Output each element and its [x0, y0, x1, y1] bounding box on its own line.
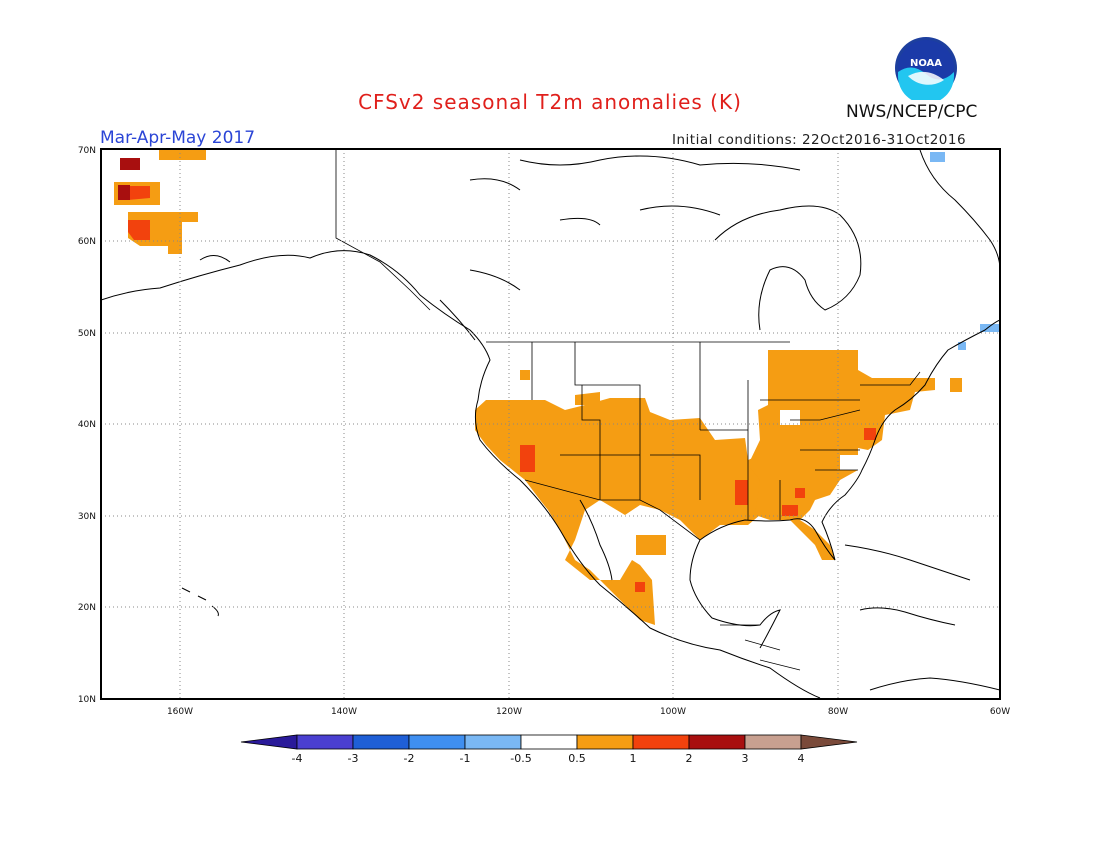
chart-title: CFSv2 seasonal T2m anomalies (K): [358, 90, 742, 114]
lat-label: 20N: [78, 603, 96, 613]
lon-label: 60W: [990, 707, 1010, 717]
colorbar-arrow-low: [240, 734, 298, 750]
lat-label: 10N: [78, 695, 96, 705]
colorbar-segment: [688, 734, 746, 750]
noaa-logo: NOAA: [895, 37, 957, 100]
lon-label: 80W: [828, 707, 848, 717]
colorbar-segment: [520, 734, 578, 750]
colorbar-tick-label: 4: [798, 752, 805, 765]
colorbar-tick-label: -4: [292, 752, 303, 765]
colorbar-tick-label: 3: [742, 752, 749, 765]
colorbar-segment: [464, 734, 522, 750]
lon-label: 120W: [496, 707, 522, 717]
latitude-labels: 10N 20N 30N 40N 50N 60N 70N: [78, 146, 96, 705]
colorbar-tick-label: -0.5: [510, 752, 531, 765]
season-label: Mar-Apr-May 2017: [100, 128, 256, 148]
colorbar-tick-label: -3: [348, 752, 359, 765]
agency-label: NWS/NCEP/CPC: [846, 102, 978, 122]
lat-label: 30N: [78, 512, 96, 522]
lon-label: 140W: [331, 707, 357, 717]
political-borders: [335, 150, 921, 671]
colorbar-segment: [632, 734, 690, 750]
colorbar: -4 -3 -2 -1 -0.5 0.5 1 2 3 4: [240, 734, 858, 765]
colorbar-tick-label: 1: [630, 752, 637, 765]
initial-conditions-label: Initial conditions: 22Oct2016-31Oct2016: [672, 132, 967, 148]
colorbar-segment: [408, 734, 466, 750]
colorbar-segment: [744, 734, 802, 750]
lon-label: 160W: [167, 707, 193, 717]
lat-label: 70N: [78, 146, 96, 156]
map-frame: [100, 148, 1001, 700]
colorbar-tick-label: -1: [460, 752, 471, 765]
colorbar-segment: [296, 734, 354, 750]
colorbar-segment: [352, 734, 410, 750]
colorbar-tick-label: 0.5: [568, 752, 586, 765]
lat-label: 40N: [78, 420, 96, 430]
lat-label: 60N: [78, 237, 96, 247]
lon-label: 100W: [660, 707, 686, 717]
lat-label: 50N: [78, 329, 96, 339]
colorbar-tick-label: -2: [404, 752, 415, 765]
noaa-logo-text: NOAA: [910, 58, 942, 69]
longitude-labels: 160W 140W 120W 100W 80W 60W: [167, 707, 1010, 717]
colorbar-segment: [576, 734, 634, 750]
colorbar-arrow-high: [800, 734, 858, 750]
colorbar-tick-label: 2: [686, 752, 693, 765]
